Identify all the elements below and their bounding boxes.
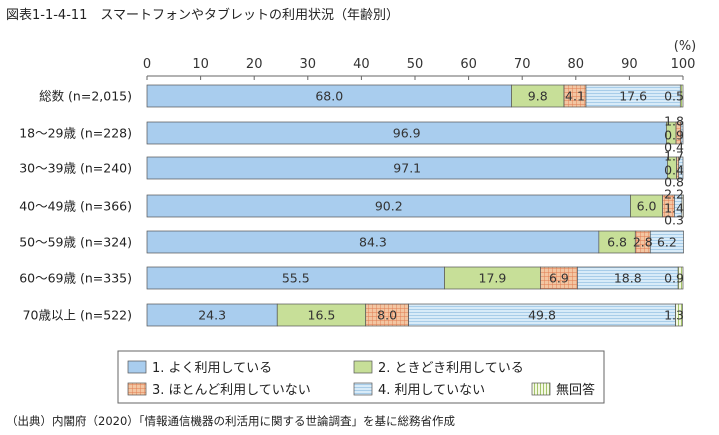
category-label: 40～49歳 (n=366) — [19, 199, 132, 214]
legend-label: 4. 利用していない — [378, 383, 485, 398]
bar-segment — [677, 266, 684, 290]
category-label: 70歳以上 (n=522) — [23, 308, 132, 323]
bar-segment — [675, 303, 683, 327]
category-label: 30～39歳 (n=240) — [19, 161, 132, 176]
x-tick-label: 100 — [671, 57, 696, 72]
x-tick-label: 10 — [192, 57, 209, 72]
legend-label: 3. ほとんど利用していない — [152, 383, 311, 398]
bar-segment — [679, 84, 684, 108]
value-label: 0.4 — [664, 163, 684, 178]
category-label: 18～29歳 (n=228) — [19, 126, 132, 141]
legend-swatch — [127, 382, 147, 396]
category-label: 総数 (n=2,015) — [39, 89, 132, 104]
x-tick-label: 20 — [246, 57, 263, 72]
value-label: 1.4 — [664, 201, 684, 216]
source-note: （出典）内閣府（2020）「情報通信機器の利活用に関する世論調査」を基に総務省作… — [6, 414, 456, 428]
legend-swatch — [127, 360, 147, 374]
bar-segment — [678, 156, 684, 180]
value-label: 8.0 — [377, 308, 397, 323]
x-tick-label: 90 — [621, 57, 638, 72]
x-tick-label: 60 — [460, 57, 477, 72]
unit-label: (%) — [674, 39, 697, 54]
legend-swatch — [353, 360, 373, 374]
category-label: 50～59歳 (n=324) — [19, 235, 132, 250]
x-tick-label: 0 — [143, 57, 151, 72]
value-label: 0.9 — [664, 128, 684, 143]
value-label: 0.8 — [664, 175, 684, 190]
value-label: 0.9 — [664, 271, 684, 286]
value-label: 16.5 — [308, 308, 336, 323]
value-label: 6.9 — [549, 271, 569, 286]
legend-swatch — [353, 382, 373, 396]
value-label: 0.3 — [664, 213, 684, 228]
value-label: 1.3 — [664, 308, 684, 323]
value-label: 49.8 — [528, 308, 556, 323]
value-label: 97.1 — [393, 161, 421, 176]
x-tick-label: 40 — [353, 57, 370, 72]
value-label: 55.5 — [282, 271, 310, 286]
value-label: 96.9 — [393, 126, 421, 141]
value-label: 1.7 — [664, 149, 684, 164]
value-label: 18.8 — [614, 271, 642, 286]
value-label: 17.9 — [479, 271, 507, 286]
legend-label: 無回答 — [556, 382, 595, 398]
value-label: 2.8 — [633, 235, 653, 250]
value-label: 6.8 — [607, 235, 627, 250]
value-label: 90.2 — [375, 199, 403, 214]
bar-segment — [680, 121, 684, 145]
value-label: 4.1 — [565, 89, 585, 104]
value-label: 6.0 — [637, 199, 657, 214]
value-label: 1.8 — [664, 114, 684, 129]
x-tick-label: 80 — [568, 57, 585, 72]
x-tick-label: 30 — [300, 57, 317, 72]
category-label: 60～69歳 (n=335) — [19, 271, 132, 286]
value-label: 84.3 — [359, 235, 387, 250]
legend-swatch — [531, 382, 551, 396]
chart-title: 図表1-1-4-11 スマートフォンやタブレットの利用状況（年齢別） — [6, 8, 400, 23]
x-tick-label: 50 — [407, 57, 424, 72]
value-label: 0.4 — [664, 140, 684, 155]
value-label: 0.5 — [664, 89, 684, 104]
legend-label: 1. よく利用している — [152, 361, 272, 376]
x-tick-label: 70 — [514, 57, 531, 72]
bar-segment — [681, 194, 684, 218]
legend-label: 2. ときどき利用している — [378, 361, 524, 376]
value-label: 17.6 — [619, 89, 647, 104]
value-label: 68.0 — [315, 89, 343, 104]
bar-segment — [649, 230, 684, 254]
value-label: 24.3 — [198, 308, 226, 323]
value-label: 2.2 — [664, 187, 684, 202]
value-label: 6.2 — [657, 235, 677, 250]
value-label: 9.8 — [528, 89, 548, 104]
